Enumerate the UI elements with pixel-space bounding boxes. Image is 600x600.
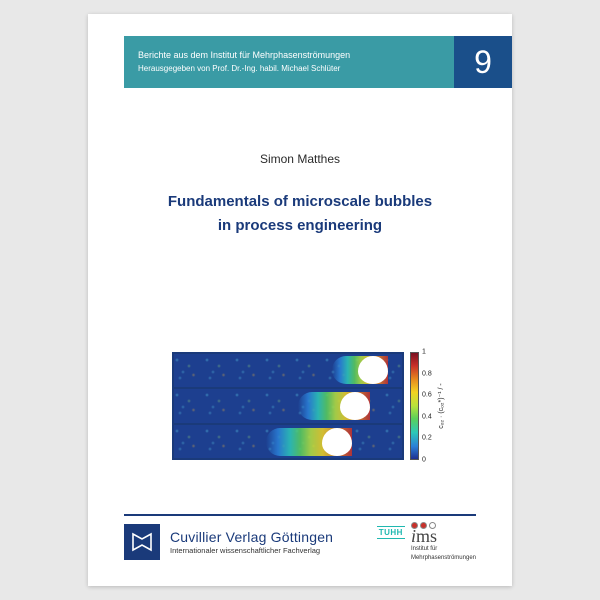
colorbar-region: cₒ₂ · (cₒ₂*)⁻¹ / - 10.80.60.40.20 [404,352,452,460]
publisher-logo-icon [124,524,160,560]
publisher-subtitle: Internationaler wissenschaftlicher Fachv… [170,546,333,555]
figure-panel [174,354,402,389]
ims-text: ims [411,530,476,543]
tuhh-logo: TUHH [377,526,405,539]
book-title: Fundamentals of microscale bubbles in pr… [88,190,512,238]
volume-number: 9 [454,36,512,88]
series-block: Berichte aus dem Institut für Mehrphasen… [124,36,454,88]
colorbar-tick: 1 [422,349,426,356]
bubble [358,356,388,384]
title-line-2: in process engineering [88,214,512,238]
footer: Cuvillier Verlag Göttingen International… [88,514,512,586]
book-cover: Berichte aus dem Institut für Mehrphasen… [88,14,512,586]
colorbar-tick: 0 [422,457,426,464]
colorbar-tick: 0.4 [422,413,432,420]
publisher-name: Cuvillier Verlag Göttingen [170,529,333,545]
footer-rule [124,514,476,516]
header-band: Berichte aus dem Institut für Mehrphasen… [124,36,512,88]
series-title: Berichte aus dem Institut für Mehrphasen… [138,49,454,63]
colorbar-tick: 0.6 [422,392,432,399]
figure-panels [172,352,404,460]
title-line-1: Fundamentals of microscale bubbles [88,190,512,214]
ims-logo: ims Institut für Mehrphasenströmungen [411,522,476,562]
figure-panel [174,389,402,424]
bubble [340,392,370,420]
colorbar-ticks: cₒ₂ · (cₒ₂*)⁻¹ / - 10.80.60.40.20 [419,352,452,460]
publisher-block: Cuvillier Verlag Göttingen International… [124,524,333,560]
publisher-text: Cuvillier Verlag Göttingen International… [170,529,333,555]
institute-block: TUHH ims Institut für Mehrphasenströmung… [377,522,476,562]
bubble [322,428,352,456]
colorbar [410,352,419,460]
ims-line2: Mehrphasenströmungen [411,555,476,562]
colorbar-tick: 0.2 [422,435,432,442]
colorbar-label: cₒ₂ · (cₒ₂*)⁻¹ / - [437,383,445,429]
ims-line1: Institut für [411,546,476,553]
figure-panel [174,425,402,458]
series-editor: Herausgegeben von Prof. Dr.-Ing. habil. … [138,63,454,75]
author-name: Simon Matthes [88,152,512,166]
cover-figure: cₒ₂ · (cₒ₂*)⁻¹ / - 10.80.60.40.20 [172,352,452,460]
colorbar-tick: 0.8 [422,370,432,377]
